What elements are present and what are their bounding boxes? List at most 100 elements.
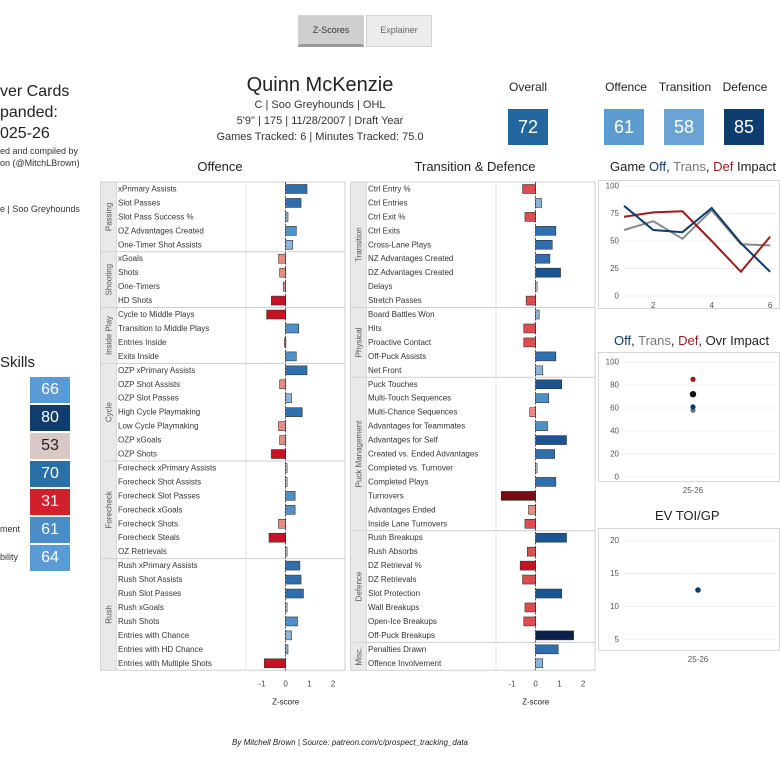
td-bar-ctrl-entries <box>535 198 542 208</box>
offence-row-label-high-cycle-playmaking: High Cycle Playmaking <box>118 408 200 417</box>
offence-row-label-exits-inside: Exits Inside <box>118 352 159 361</box>
td-bar-off-puck-assists <box>535 351 557 362</box>
td-bar-wall-breakups <box>524 602 536 613</box>
impact-point-def <box>690 376 696 382</box>
td-bar-multi-chance-sequences <box>529 407 536 417</box>
td-group-label-defence: Defence <box>355 571 364 601</box>
game-impact-title: Game Off, Trans, Def Impact <box>610 159 776 174</box>
offence-row-label-rush-xgoals: Rush xGoals <box>118 603 164 612</box>
offence-bar-one-timers <box>282 281 286 292</box>
td-bar-dz-advantages-created <box>535 267 561 278</box>
offence-group-label-passing: Passing <box>105 203 114 231</box>
offence-row-label-forecheck-shot-assists: Forecheck Shot Assists <box>118 477 201 486</box>
offence-bar-exits-inside <box>285 351 297 362</box>
offence-bar-ozp-xprimary-assists <box>285 365 308 376</box>
impact-y-tick-20: 20 <box>610 450 619 459</box>
offence-row-label-oz-retrievals: OZ Retrievals <box>118 547 167 556</box>
offence-bar-rush-shot-assists <box>285 574 302 585</box>
offence-row-label-shots: Shots <box>118 268 138 277</box>
offence-bar-entries-inside <box>284 337 287 348</box>
td-row-label-stretch-passes: Stretch Passes <box>368 296 422 305</box>
offence-row-label-xgoals: xGoals <box>118 254 143 263</box>
td-row-label-open-ice-breakups: Open-Ice Breakups <box>368 617 437 626</box>
skill-score-box: 61 <box>30 517 70 543</box>
td-row-label-inside-lane-turnovers: Inside Lane Turnovers <box>368 519 447 528</box>
offence-bar-ozp-xgoals <box>279 435 286 445</box>
offence-row-label-low-cycle-playmaking: Low Cycle Playmaking <box>118 422 198 431</box>
offence-chart-title: Offence <box>197 159 243 174</box>
offence-bar-forecheck-xprimary-assists <box>285 463 288 473</box>
td-row-label-multi-chance-sequences: Multi-Chance Sequences <box>368 408 457 417</box>
td-row-label-advantages-ended: Advantages Ended <box>368 505 436 514</box>
td-row-label-off-puck-assists: Off-Puck Assists <box>368 352 426 361</box>
offence-row-label-entries-with-multiple-shots: Entries with Multiple Shots <box>118 659 212 668</box>
td-bar-multi-touch-sequences <box>535 393 549 403</box>
td-row-label-advantages-for-self: Advantages for Self <box>368 436 439 445</box>
td-row-label-rush-absorbs: Rush Absorbs <box>368 547 418 556</box>
tab-explainer[interactable]: Explainer <box>366 15 432 47</box>
offence-group-label-inside-play: Inside Play <box>105 316 114 355</box>
td-row-label-multi-touch-sequences: Multi-Touch Sequences <box>368 394 451 403</box>
game-series-off <box>623 205 771 273</box>
td-bar-rush-absorbs <box>527 546 536 557</box>
td-row-label-advantages-for-teammates: Advantages for Teammates <box>368 422 465 431</box>
td-bar-dz-retrieval <box>519 560 536 571</box>
td-row-label-slot-protection: Slot Protection <box>368 589 420 598</box>
offence-bar-forecheck-shot-assists <box>285 477 288 487</box>
td-row-label-dz-retrieval: DZ Retrieval % <box>368 561 422 570</box>
td-row-label-proactive-contact: Proactive Contact <box>368 338 432 347</box>
offence-bar-entries-with-chance <box>285 630 292 641</box>
game-impact-line-chart: 0 25 50 75 100 2 4 6 <box>598 180 780 310</box>
offence-bar-cycle-to-middle-plays <box>266 309 286 320</box>
offence-bar-slot-pass-success <box>285 212 289 222</box>
td-row-label-cross-lane-plays: Cross-Lane Plays <box>368 240 431 249</box>
score-box-overall: 72 <box>508 109 548 145</box>
game-y-tick-0: 0 <box>615 292 620 301</box>
skill-score-box: 70 <box>30 461 70 487</box>
td-row-label-ctrl-entries: Ctrl Entries <box>368 198 408 207</box>
offence-row-label-entries-with-chance: Entries with Chance <box>118 631 190 640</box>
game-x-tick-6: 6 <box>768 301 773 310</box>
td-bar-advantages-for-self <box>535 435 567 445</box>
td-bar-puck-touches <box>535 379 563 390</box>
td-bar-hits <box>523 323 536 334</box>
impact-y-tick-80: 80 <box>610 381 619 390</box>
game-series-def <box>623 210 771 274</box>
offence-bar-rush-xprimary-assists <box>285 560 301 571</box>
td-row-label-rush-breakups: Rush Breakups <box>368 533 423 542</box>
offence-row-label-ozp-xprimary-assists: OZP xPrimary Assists <box>118 366 195 375</box>
td-bar-stretch-passes <box>525 295 536 306</box>
game-x-tick-2: 2 <box>651 301 656 310</box>
offence-group-label-cycle: Cycle <box>105 402 114 423</box>
impact-y-tick-60: 60 <box>610 404 619 413</box>
score-label-overall: Overall <box>508 80 547 94</box>
offence-bar-xprimary-assists <box>285 184 308 194</box>
offence-bar-ozp-shot-assists <box>279 379 286 390</box>
offence-bar-transition-to-middle-plays <box>285 323 299 334</box>
toi-chart-frame <box>598 528 780 651</box>
td-x-tick-2: 2 <box>581 679 586 688</box>
offence-row-label-rush-shots: Rush Shots <box>118 617 159 626</box>
offence-bar-chart: Passing xPrimary Assists Slot Passes Slot P… <box>100 181 346 706</box>
toi-x-tick: 25-26 <box>688 655 709 664</box>
td-bar-created-vs-ended-advantages <box>535 449 555 459</box>
td-bar-advantages-for-teammates <box>535 421 548 431</box>
tab-z-scores[interactable]: Z-Scores <box>298 15 364 47</box>
game-x-tick-4: 4 <box>709 301 714 310</box>
left-credit-line-2: on (@MitchLBrown) <box>0 158 80 168</box>
td-bar-ctrl-exit <box>524 212 536 222</box>
skill-score-box: 66 <box>30 377 70 403</box>
offence-bar-one-timer-shot-assists <box>285 239 294 250</box>
td-bar-delays <box>535 281 538 292</box>
td-row-label-dz-retrievals: DZ Retrievals <box>368 575 416 584</box>
td-bar-slot-protection <box>535 588 563 599</box>
score-box-defence: 85 <box>724 109 764 145</box>
player-games-tracked: Games Tracked: 6 | Minutes Tracked: 75.0 <box>216 131 424 143</box>
offence-row-label-cycle-to-middle-plays: Cycle to Middle Plays <box>118 310 194 319</box>
offence-group-label-rush: Rush <box>105 605 114 624</box>
offence-group-strip <box>100 558 117 671</box>
offence-row-label-rush-shot-assists: Rush Shot Assists <box>118 575 182 584</box>
td-row-label-ctrl-exits: Ctrl Exits <box>368 226 400 235</box>
td-bar-completed-vs-turnover <box>535 463 538 473</box>
td-row-label-offence-involvement: Offence Involvement <box>368 659 442 668</box>
